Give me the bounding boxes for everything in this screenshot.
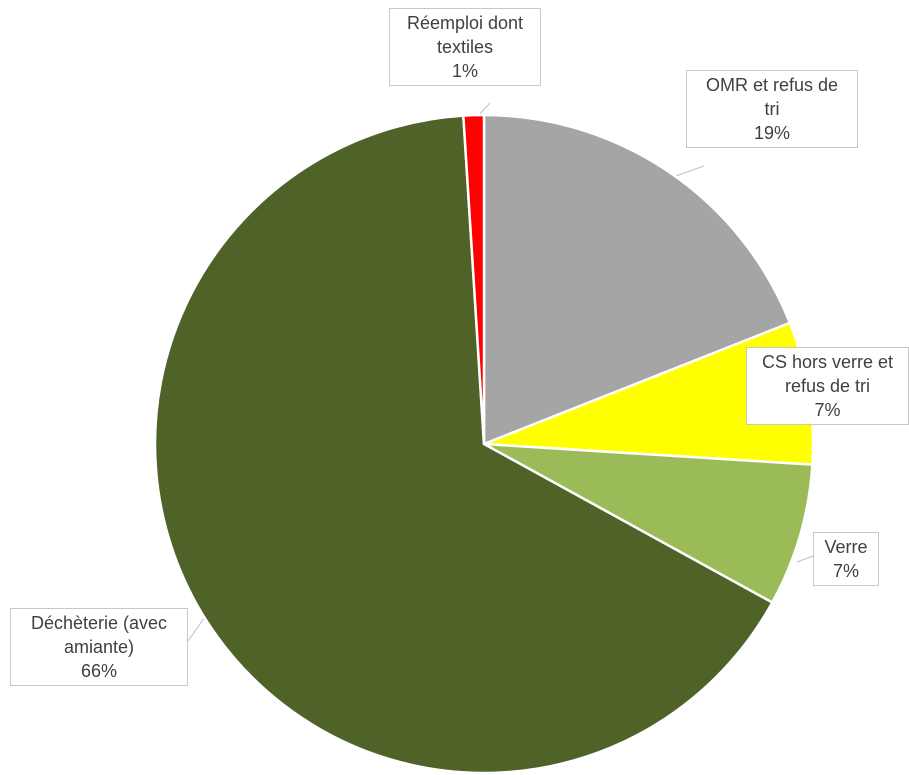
data-label-decheterie: Déchèterie (avec amiante) 66% xyxy=(10,608,188,686)
pie-slice-reemploi-dont-textiles xyxy=(462,113,486,446)
leader-line xyxy=(796,555,814,563)
label-line-2: amiante) xyxy=(63,637,135,657)
data-label-reemploi: Réemploi dont textiles 1% xyxy=(389,8,541,86)
label-line-1: Réemploi dont xyxy=(406,13,524,33)
data-label-verre: Verre 7% xyxy=(813,532,879,586)
label-line-1: Verre xyxy=(824,537,868,557)
label-line-1: Déchèterie (avec xyxy=(30,613,168,633)
label-percent: 7% xyxy=(814,400,841,420)
pie-slice-verre xyxy=(482,442,814,604)
label-line-1: CS hors verre et xyxy=(761,352,894,372)
label-line-2: tri xyxy=(764,99,780,119)
data-label-cs-hors-verre: CS hors verre et refus de tri 7% xyxy=(746,347,909,425)
pie-slice-omr-et-refus-de-tri xyxy=(482,113,792,446)
label-percent: 19% xyxy=(753,123,791,143)
label-line-1: OMR et refus de xyxy=(705,75,839,95)
label-percent: 7% xyxy=(832,561,859,581)
label-line-2: refus de tri xyxy=(784,376,871,396)
label-percent: 1% xyxy=(451,61,478,81)
pie-slice-decheterie-avec-amiante xyxy=(153,114,774,775)
pie-slices xyxy=(153,113,815,775)
data-label-omr: OMR et refus de tri 19% xyxy=(686,70,858,148)
label-line-2: textiles xyxy=(436,37,494,57)
label-percent: 66% xyxy=(80,661,118,681)
